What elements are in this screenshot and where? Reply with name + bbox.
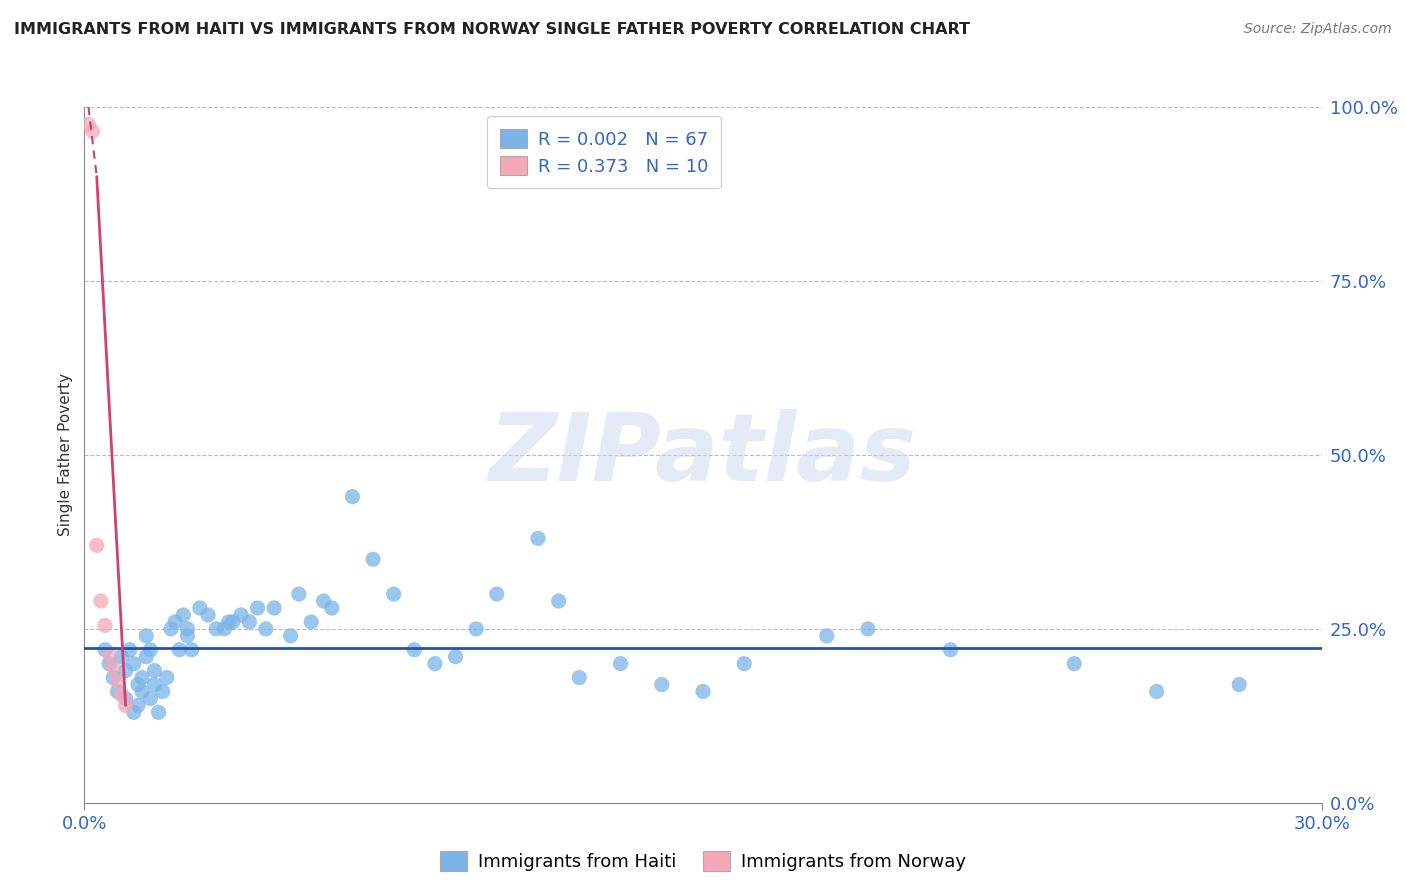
Point [423,657,446,671]
Point [135,629,157,643]
Point [651,677,673,691]
Point [122,657,145,671]
Point [609,657,631,671]
Point [90,594,112,608]
Point [1146,684,1168,698]
Point [114,698,136,713]
Point [547,594,569,608]
Point [105,674,128,689]
Point [342,490,364,504]
Text: IMMIGRANTS FROM HAITI VS IMMIGRANTS FROM NORWAY SINGLE FATHER POVERTY CORRELATIO: IMMIGRANTS FROM HAITI VS IMMIGRANTS FROM… [14,22,970,37]
Point [110,688,132,702]
Point [280,629,302,643]
Point [382,587,405,601]
Point [263,601,285,615]
Point [172,607,194,622]
Point [152,684,174,698]
Point [568,671,591,685]
Point [222,615,245,629]
Point [465,622,488,636]
Point [77,117,100,131]
Point [321,601,343,615]
Point [103,660,125,674]
Point [156,671,179,685]
Point [86,538,108,552]
Point [361,552,384,566]
Point [127,677,149,691]
Point [939,642,962,657]
Point [139,691,162,706]
Point [131,671,153,685]
Point [229,607,252,622]
Point [110,649,132,664]
Point [485,587,508,601]
Point [238,615,260,629]
Legend: R = 0.002   N = 67, R = 0.373   N = 10: R = 0.002 N = 67, R = 0.373 N = 10 [488,116,721,188]
Point [254,622,277,636]
Point [105,684,128,698]
Point [103,671,125,685]
Point [299,615,322,629]
Point [733,657,755,671]
Point [205,622,228,636]
Point [135,649,157,664]
Point [122,706,145,720]
Point [143,664,166,678]
Point [1227,677,1250,691]
Point [118,642,141,657]
Point [127,698,149,713]
Point [94,642,117,657]
Text: ZIPatlas: ZIPatlas [489,409,917,501]
Point [197,607,219,622]
Point [114,664,136,678]
Point [98,646,121,660]
Point [139,642,162,657]
Point [218,615,240,629]
Point [692,684,714,698]
Text: Source: ZipAtlas.com: Source: ZipAtlas.com [1244,22,1392,37]
Point [180,642,202,657]
Y-axis label: Single Father Poverty: Single Father Poverty [58,374,73,536]
Point [246,601,269,615]
Point [131,684,153,698]
Point [94,618,117,632]
Point [312,594,335,608]
Point [98,657,121,671]
Point [188,601,211,615]
Point [288,587,311,601]
Point [148,706,170,720]
Point [176,622,198,636]
Point [167,642,190,657]
Point [444,649,467,664]
Point [214,622,236,636]
Point [815,629,838,643]
Point [527,532,550,546]
Point [165,615,187,629]
Point [404,642,426,657]
Point [114,691,136,706]
Point [176,629,198,643]
Point [82,124,104,138]
Point [143,677,166,691]
Point [160,622,183,636]
Legend: Immigrants from Haiti, Immigrants from Norway: Immigrants from Haiti, Immigrants from N… [433,844,973,879]
Point [1063,657,1085,671]
Point [856,622,879,636]
